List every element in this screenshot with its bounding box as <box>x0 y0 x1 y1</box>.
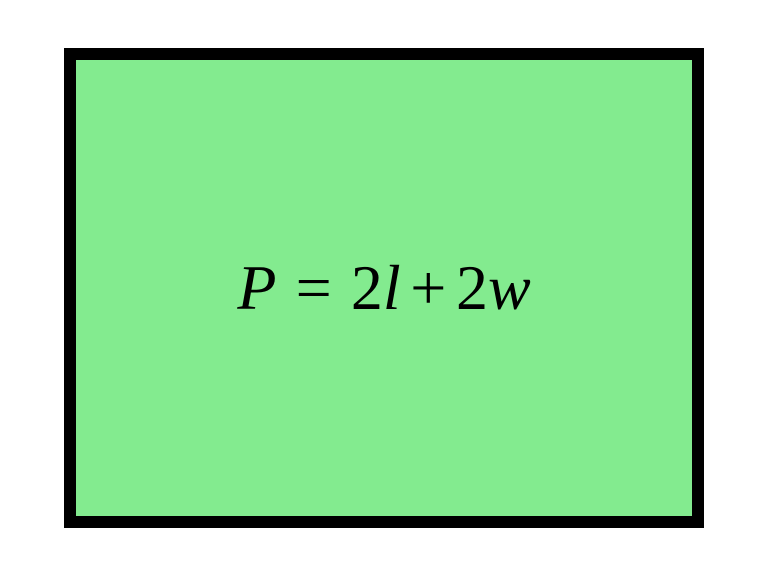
perimeter-rectangle: P=2l+2w <box>64 48 704 528</box>
variable-w: w <box>488 252 531 323</box>
perimeter-formula: P=2l+2w <box>237 256 530 320</box>
plus-sign: + <box>410 252 446 323</box>
variable-l: l <box>383 252 401 323</box>
coefficient-2: 2 <box>456 252 488 323</box>
equals-sign: = <box>296 252 332 323</box>
coefficient-1: 2 <box>351 252 383 323</box>
variable-P: P <box>237 252 276 323</box>
